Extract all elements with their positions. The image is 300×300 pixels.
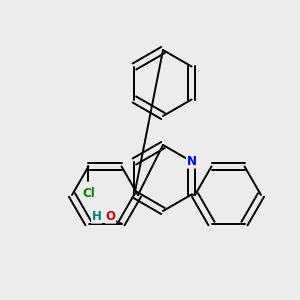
Text: O: O [106, 210, 116, 223]
Text: Cl: Cl [82, 187, 95, 200]
Text: H: H [92, 210, 101, 223]
Text: N: N [187, 155, 196, 168]
